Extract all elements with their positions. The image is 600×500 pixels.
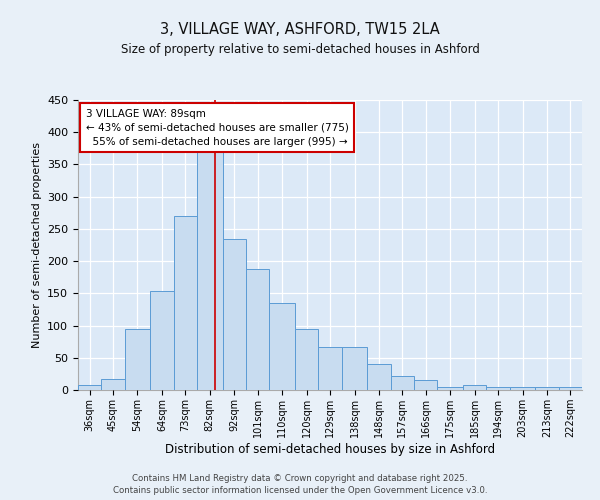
- Bar: [367, 364, 391, 390]
- Bar: [487, 387, 509, 390]
- Bar: [463, 385, 487, 390]
- Text: Size of property relative to semi-detached houses in Ashford: Size of property relative to semi-detach…: [121, 42, 479, 56]
- Bar: [197, 152, 223, 390]
- Bar: [173, 216, 197, 390]
- Bar: [269, 303, 295, 390]
- Bar: [151, 292, 173, 390]
- Bar: [246, 270, 269, 390]
- Bar: [437, 387, 463, 390]
- Bar: [414, 380, 437, 390]
- Bar: [559, 388, 582, 390]
- X-axis label: Distribution of semi-detached houses by size in Ashford: Distribution of semi-detached houses by …: [165, 442, 495, 456]
- Bar: [341, 347, 367, 390]
- Y-axis label: Number of semi-detached properties: Number of semi-detached properties: [32, 142, 41, 348]
- Text: 3, VILLAGE WAY, ASHFORD, TW15 2LA: 3, VILLAGE WAY, ASHFORD, TW15 2LA: [160, 22, 440, 38]
- Bar: [223, 238, 246, 390]
- Text: 3 VILLAGE WAY: 89sqm
← 43% of semi-detached houses are smaller (775)
  55% of se: 3 VILLAGE WAY: 89sqm ← 43% of semi-detac…: [86, 108, 349, 146]
- Bar: [391, 376, 414, 390]
- Text: Contains HM Land Registry data © Crown copyright and database right 2025.
Contai: Contains HM Land Registry data © Crown c…: [113, 474, 487, 495]
- Bar: [535, 388, 559, 390]
- Bar: [78, 385, 101, 390]
- Bar: [509, 387, 535, 390]
- Bar: [125, 329, 151, 390]
- Bar: [319, 347, 341, 390]
- Bar: [101, 379, 125, 390]
- Bar: [295, 329, 319, 390]
